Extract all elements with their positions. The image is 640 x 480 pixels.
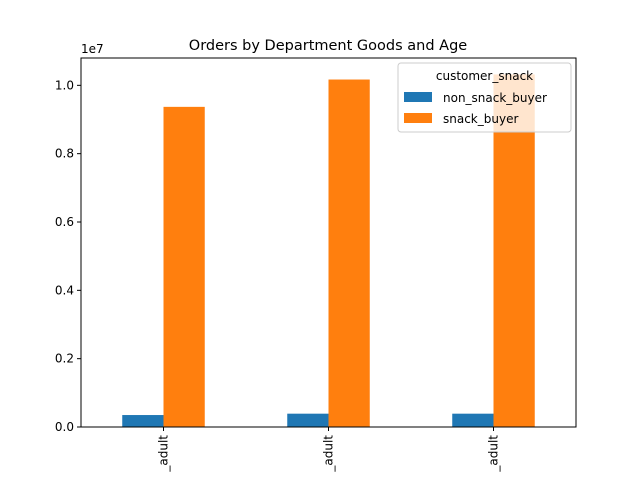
legend-swatch-non_snack_buyer [404,92,432,102]
legend-box [397,62,572,133]
legend-title: customer_snack [436,69,533,83]
y-tick-label: 1.0 [55,78,74,92]
bar-non_snack_buyer-1 [287,413,329,427]
y-tick-label: 0.2 [55,352,74,366]
y-tick-label: 0.6 [55,215,74,229]
legend-label-snack_buyer: snack_buyer [443,112,518,126]
legend-swatch-snack_buyer [404,113,432,123]
y-tick-label: 0.0 [55,420,74,434]
y-offset-label: 1e7 [81,42,104,56]
bar-snack_buyer-1 [328,79,370,427]
y-tick-label: 0.8 [55,147,74,161]
y-tick-label: 0.4 [55,283,74,297]
plot-area: 0.0 0.2 0.4 0.6 0.8 1.0 _adult _adult _adult [55,74,535,473]
legend: customer_snack non_snack_buyer snack_buye… [397,62,572,133]
bar-snack_buyer-2 [493,74,535,428]
bar-snack_buyer-0 [163,106,205,428]
x-tick-label: _adult [487,435,501,473]
bar-non_snack_buyer-0 [122,415,164,427]
x-tick-label: _adult [157,435,171,473]
legend-label-non_snack_buyer: non_snack_buyer [443,91,547,105]
plot-frame [80,57,577,428]
chart-title: Orders by Department Goods and Age [189,38,467,54]
x-tick-label: _adult [322,435,336,473]
bar-non_snack_buyer-2 [452,413,494,427]
